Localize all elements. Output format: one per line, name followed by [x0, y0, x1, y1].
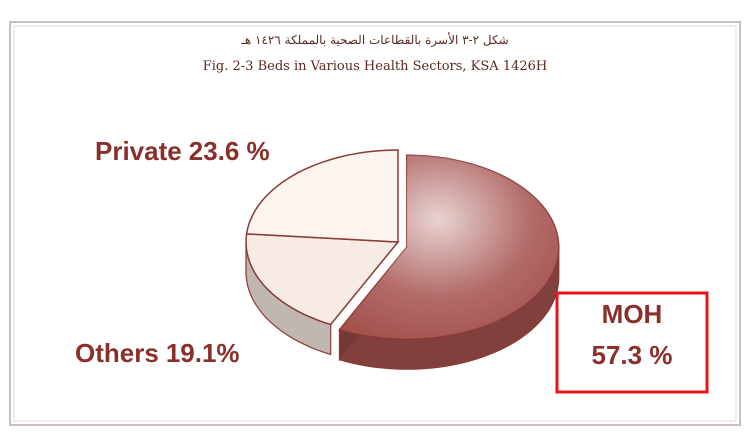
- slice-name: Others: [75, 338, 159, 368]
- slice-value-label: 57.3 %: [592, 340, 673, 370]
- slice: [245, 233, 400, 326]
- slice: [245, 149, 399, 243]
- slice-sheen: [339, 155, 559, 340]
- pie: [245, 149, 560, 370]
- slice-label: MOH: [602, 299, 663, 329]
- frame-inner: [13, 25, 737, 422]
- slice-label: Others 19.1%: [75, 338, 240, 368]
- slice-label: Private 23.6 %: [95, 136, 270, 166]
- highlight-box: [555, 291, 709, 394]
- slice-value-label: 19.1%: [166, 338, 240, 368]
- chart-subtitle: Fig. 2-3 Beds in Various Health Sectors,…: [203, 59, 548, 74]
- slice-name: Private: [95, 136, 182, 166]
- slice-value-label: 23.6 %: [189, 136, 270, 166]
- chart-title: شكل ٢-٣ الأسرة بالقطاعات الصحية بالمملكة…: [240, 32, 508, 47]
